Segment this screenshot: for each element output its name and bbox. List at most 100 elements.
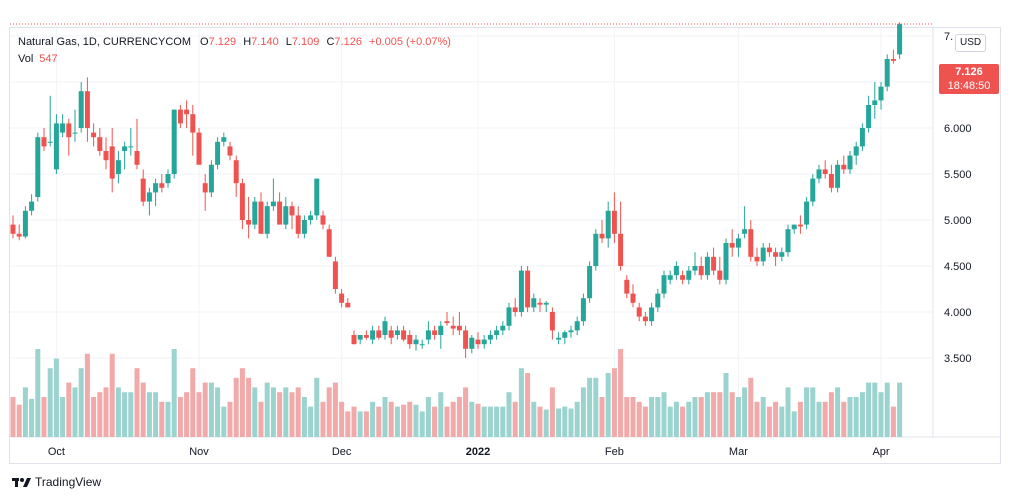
volume-bar [270, 387, 276, 437]
candle-body [41, 137, 47, 147]
volume-bar [711, 392, 717, 437]
low-label: L [285, 36, 292, 48]
candle-body [766, 247, 772, 253]
open-value: 7.129 [208, 36, 237, 48]
change-value: +0.005 (+0.07%) [369, 36, 451, 48]
candle-body [419, 344, 425, 346]
candle-body [859, 128, 865, 147]
volume-bar [636, 401, 642, 437]
volume-bar [525, 373, 531, 437]
volume-bar [717, 392, 723, 437]
candle-body [878, 86, 884, 101]
candle-body [494, 330, 500, 335]
volume-bar [22, 387, 28, 437]
candle-body [289, 206, 295, 216]
currency-button[interactable]: USD [955, 34, 987, 52]
candle-body [760, 247, 766, 262]
volume-bar [357, 411, 363, 437]
candle-body [463, 330, 469, 349]
volume-bar [345, 411, 351, 437]
volume-bar [568, 408, 574, 437]
candle-body [258, 201, 264, 234]
candle-body [624, 279, 630, 294]
candle-body [320, 215, 326, 225]
volume-bar [165, 401, 171, 437]
candle-body [215, 141, 221, 165]
candle-body [518, 270, 524, 312]
volume-bar [103, 387, 109, 437]
volume-bar [47, 368, 53, 437]
volume-bar [388, 401, 394, 437]
candle-body [10, 224, 16, 234]
candle-body [649, 307, 655, 322]
candle-body [748, 229, 754, 257]
volume-bar [72, 387, 78, 437]
volume-bar [91, 397, 97, 437]
candle-body [686, 270, 692, 280]
volume-bar [407, 401, 413, 437]
symbol-title[interactable]: Natural Gas, 1D, CURRENCYCOM [18, 36, 191, 48]
volume-bar [196, 392, 202, 437]
candle-body [97, 137, 103, 151]
volume-bar [760, 397, 766, 437]
volume-bar [512, 401, 518, 437]
volume-bar [828, 392, 834, 437]
candle-body [413, 339, 419, 345]
y-tick-label: 7. [944, 31, 953, 43]
candle-body [277, 201, 283, 225]
volume-bar [35, 349, 41, 437]
candle-body [866, 105, 872, 128]
candle-body [444, 321, 450, 324]
volume-bar [177, 397, 183, 437]
candle-body [680, 275, 686, 280]
volume-bar [686, 401, 692, 437]
candle-body [822, 169, 828, 174]
x-tick-label: Nov [189, 446, 209, 458]
candle-body [159, 183, 165, 188]
candle-body [667, 275, 673, 280]
candle-body [146, 192, 152, 202]
volume-bar [624, 397, 630, 437]
candle-body [345, 302, 351, 308]
volume-bar [506, 392, 512, 437]
tradingview-brand: TradingView [35, 474, 102, 489]
volume-bar [122, 392, 128, 437]
candle-body [91, 132, 97, 138]
candle-body [332, 261, 338, 289]
y-tick-label: 3.500 [944, 353, 972, 365]
candle-body [785, 229, 791, 253]
volume-bar [115, 387, 121, 437]
close-label: C [326, 36, 335, 48]
volume-bar [890, 406, 896, 437]
low-value: 7.109 [291, 36, 320, 48]
volume-bar [128, 392, 134, 437]
candle-body [791, 224, 797, 230]
candle-body [506, 307, 512, 326]
volume-bar [463, 387, 469, 437]
volume-bar [41, 397, 47, 437]
bar-countdown: 18:48:50 [947, 80, 991, 92]
candle-body [16, 233, 22, 237]
candle-body [239, 183, 245, 220]
candle-body [636, 307, 642, 317]
volume-bar [618, 349, 624, 437]
candle-body [816, 169, 822, 179]
chart-frame[interactable] [9, 27, 1001, 464]
volume-bar [773, 401, 779, 437]
volume-bar [146, 392, 152, 437]
candle-body [425, 330, 431, 340]
volume-bar [159, 401, 165, 437]
y-tick-label: 5.500 [944, 169, 972, 181]
candle-body [469, 337, 475, 349]
x-tick-label: 2022 [466, 446, 490, 458]
volume-bar [301, 397, 307, 437]
volume-bar [605, 373, 611, 437]
candle-body [103, 151, 109, 161]
candle-body [35, 137, 41, 197]
last-price-tag: 7.126 18:48:50 [939, 64, 999, 94]
tradingview-footer[interactable]: TradingView [12, 474, 101, 492]
volume-bar [810, 387, 816, 437]
volume-bar [252, 387, 258, 437]
candle-body [828, 174, 834, 188]
